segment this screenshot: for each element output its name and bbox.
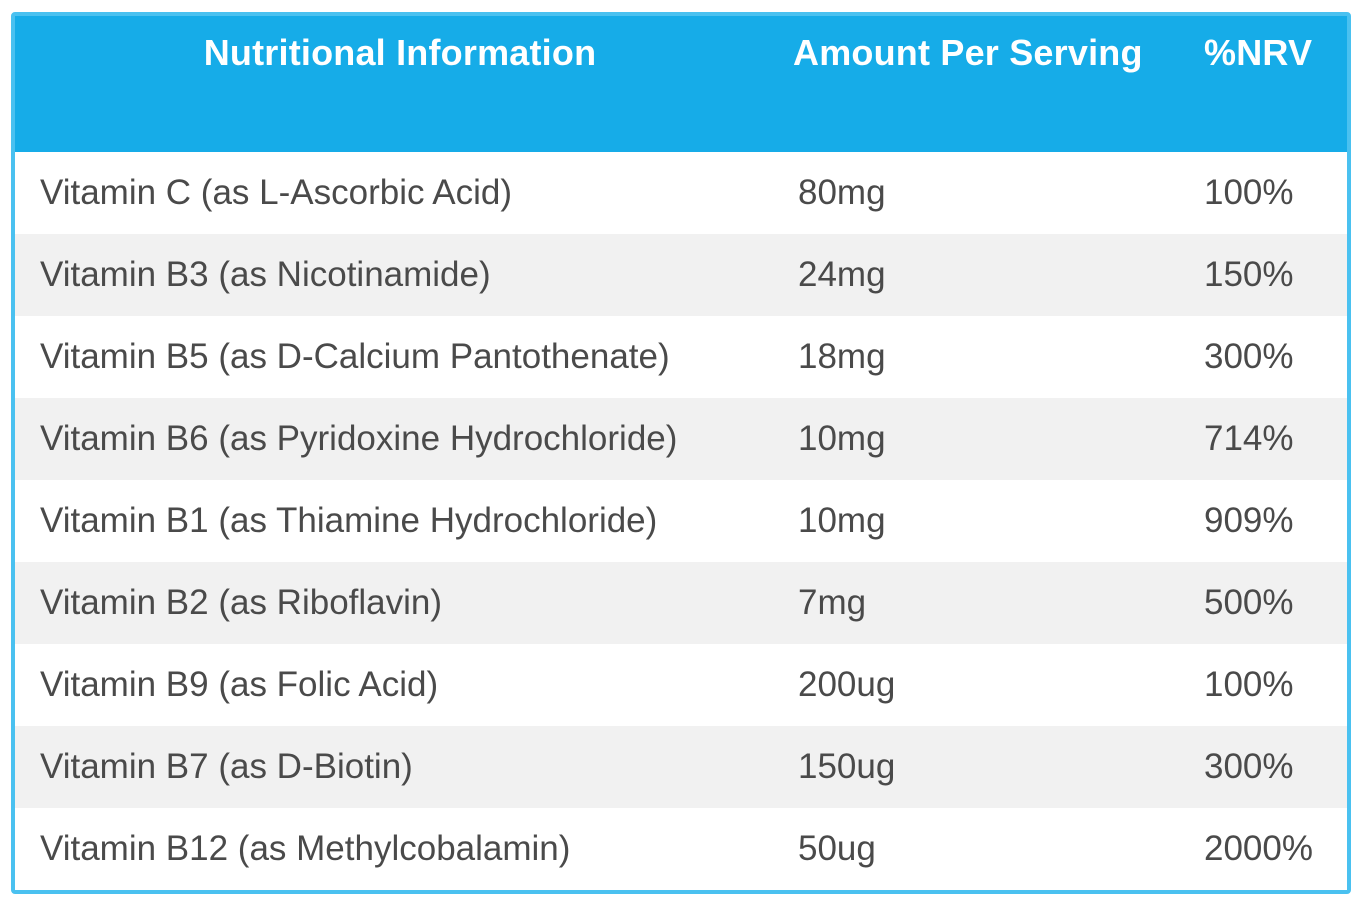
nrv-cell: 714%: [1204, 419, 1294, 458]
table-row: Vitamin B7 (as D-Biotin) 150ug 300%: [15, 726, 1347, 808]
table-header-row: Nutritional Information Amount Per Servi…: [15, 16, 1347, 152]
nutrient-name-cell: Vitamin B12 (as Methylcobalamin): [40, 829, 571, 868]
table-row: Vitamin B6 (as Pyridoxine Hydrochloride)…: [15, 398, 1347, 480]
amount-cell: 10mg: [798, 419, 886, 458]
amount-cell: 10mg: [798, 501, 886, 540]
amount-cell: 50ug: [798, 829, 876, 868]
header-amount-per-serving: Amount Per Serving: [793, 32, 1143, 73]
nrv-cell: 2000%: [1204, 829, 1313, 868]
nutrient-name-cell: Vitamin B9 (as Folic Acid): [40, 665, 439, 704]
table-row: Vitamin B12 (as Methylcobalamin) 50ug 20…: [15, 808, 1347, 890]
amount-cell: 18mg: [798, 337, 886, 376]
nrv-cell: 300%: [1204, 337, 1294, 376]
table-row: Vitamin C (as L-Ascorbic Acid) 80mg 100%: [15, 152, 1347, 234]
amount-cell: 80mg: [798, 173, 886, 212]
nutrient-name-cell: Vitamin B6 (as Pyridoxine Hydrochloride): [40, 419, 678, 458]
table-row: Vitamin B5 (as D-Calcium Pantothenate) 1…: [15, 316, 1347, 398]
table-row: Vitamin B1 (as Thiamine Hydrochloride) 1…: [15, 480, 1347, 562]
nutrient-name-cell: Vitamin B2 (as Riboflavin): [40, 583, 443, 622]
nutrient-name-cell: Vitamin B3 (as Nicotinamide): [40, 255, 491, 294]
nutrient-name-cell: Vitamin C (as L-Ascorbic Acid): [40, 173, 513, 212]
nrv-cell: 150%: [1204, 255, 1294, 294]
nutrient-name-cell: Vitamin B7 (as D-Biotin): [40, 747, 413, 786]
nrv-cell: 100%: [1204, 173, 1294, 212]
amount-cell: 200ug: [798, 665, 896, 704]
nutrition-table: Nutritional Information Amount Per Servi…: [11, 12, 1351, 894]
amount-cell: 150ug: [798, 747, 896, 786]
table-row: Vitamin B9 (as Folic Acid) 200ug 100%: [15, 644, 1347, 726]
nrv-cell: 100%: [1204, 665, 1294, 704]
header-nrv: %NRV: [1204, 32, 1313, 73]
nrv-cell: 300%: [1204, 747, 1294, 786]
nutrient-name-cell: Vitamin B1 (as Thiamine Hydrochloride): [40, 501, 658, 540]
nutrient-name-cell: Vitamin B5 (as D-Calcium Pantothenate): [40, 337, 670, 376]
amount-cell: 24mg: [798, 255, 886, 294]
nrv-cell: 909%: [1204, 501, 1294, 540]
amount-cell: 7mg: [798, 583, 867, 622]
header-nutritional-information: Nutritional Information: [203, 32, 597, 73]
table-row: Vitamin B3 (as Nicotinamide) 24mg 150%: [15, 234, 1347, 316]
nrv-cell: 500%: [1204, 583, 1294, 622]
table-row: Vitamin B2 (as Riboflavin) 7mg 500%: [15, 562, 1347, 644]
table-body: Vitamin C (as L-Ascorbic Acid) 80mg 100%…: [15, 152, 1347, 890]
